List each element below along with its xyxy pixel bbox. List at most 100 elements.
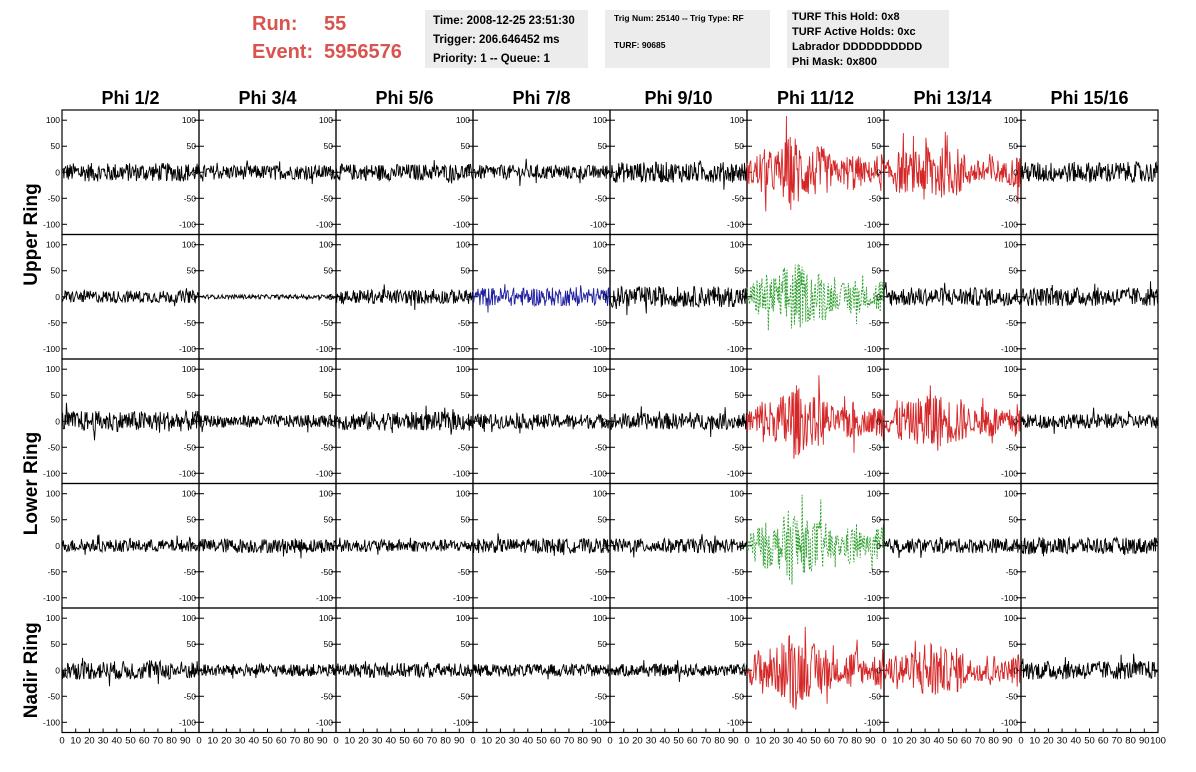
x-tick-label: 90	[728, 736, 739, 747]
y-tick-label: 50	[598, 141, 608, 151]
y-tick-label: 100	[730, 115, 744, 125]
y-tick-label: 0	[1013, 167, 1018, 177]
y-tick-label: -50	[458, 193, 471, 203]
y-tick-label: 100	[593, 489, 607, 499]
waveform-trace	[472, 533, 611, 556]
y-tick-label: -100	[43, 717, 60, 727]
y-tick-label: -50	[732, 567, 745, 577]
ring-label: Lower Ring	[21, 432, 42, 535]
y-tick-label: 0	[55, 416, 60, 426]
y-tick-label: 0	[602, 167, 607, 177]
waveform-trace	[472, 663, 611, 680]
turf-text: TURF: 90685	[614, 40, 666, 50]
x-tick-label: 60	[276, 736, 287, 747]
y-tick-label: 0	[191, 541, 196, 551]
x-tick-label: 70	[975, 736, 986, 747]
y-tick-label: -50	[732, 193, 745, 203]
y-tick-label: 50	[461, 390, 471, 400]
waveform-trace	[883, 282, 1022, 307]
y-tick-label: 0	[876, 541, 881, 551]
y-tick-label: 100	[730, 364, 744, 374]
y-tick-label: 100	[867, 489, 881, 499]
y-tick-label: 50	[872, 141, 882, 151]
y-tick-label: -50	[48, 442, 61, 452]
y-tick-label: -50	[595, 193, 608, 203]
y-tick-label: -50	[184, 442, 197, 452]
y-tick-label: 0	[739, 292, 744, 302]
y-tick-label: -100	[43, 344, 60, 354]
column-title: Phi 11/12	[777, 88, 854, 108]
x-tick-label: 80	[166, 736, 177, 747]
x-tick-label: 80	[851, 736, 862, 747]
x-tick-label: 80	[1125, 736, 1136, 747]
x-tick-label: 30	[646, 736, 657, 747]
y-tick-label: 100	[867, 613, 881, 623]
y-tick-label: -100	[1001, 593, 1018, 603]
y-tick-label: 0	[191, 167, 196, 177]
turf-hold-text: TURF This Hold: 0x8	[792, 11, 900, 23]
y-tick-label: 100	[730, 240, 744, 250]
waveform-trace	[335, 284, 474, 311]
y-tick-label: 0	[328, 292, 333, 302]
y-tick-label: -50	[48, 193, 61, 203]
waveform-trace	[883, 537, 1022, 559]
waveform-trace	[336, 537, 474, 555]
y-tick-label: -100	[316, 344, 333, 354]
x-tick-label: 10	[755, 736, 766, 747]
labrador-text: Labrador DDDDDDDDDD	[792, 41, 923, 53]
y-tick-label: -50	[595, 567, 608, 577]
waveform-trace	[335, 661, 474, 679]
x-tick-label: 10	[618, 736, 629, 747]
y-tick-label: -100	[864, 593, 881, 603]
y-tick-label: 100	[319, 489, 333, 499]
event-label: Event:	[252, 41, 314, 63]
y-tick-label: 0	[191, 416, 196, 426]
y-tick-label: -100	[43, 219, 60, 229]
y-tick-label: -100	[727, 593, 744, 603]
y-tick-label: -100	[1001, 468, 1018, 478]
y-tick-label: 50	[51, 515, 61, 525]
x-tick-label: 90	[591, 736, 602, 747]
y-tick-label: 0	[876, 292, 881, 302]
x-tick-label: 80	[303, 736, 314, 747]
y-tick-label: -50	[48, 567, 61, 577]
x-tick-label: 20	[358, 736, 369, 747]
x-tick-label: 0	[1018, 736, 1023, 747]
x-tick-label: 40	[386, 736, 397, 747]
y-tick-label: -50	[1006, 691, 1019, 701]
y-tick-label: 50	[187, 515, 197, 525]
y-tick-label: 50	[461, 515, 471, 525]
y-tick-label: 100	[456, 115, 470, 125]
x-tick-label: 50	[810, 736, 821, 747]
phi-mask-text: Phi Mask: 0x800	[792, 56, 877, 68]
x-tick-label: 60	[139, 736, 150, 747]
y-tick-label: 100	[730, 489, 744, 499]
y-tick-label: 50	[735, 141, 745, 151]
y-tick-label: -100	[453, 344, 470, 354]
x-tick-label: 10	[70, 736, 81, 747]
x-tick-label: 0	[744, 736, 749, 747]
panel-frame	[335, 233, 474, 360]
y-tick-label: 100	[593, 240, 607, 250]
y-tick-label: -50	[1006, 567, 1019, 577]
waveform-trace	[198, 662, 337, 679]
y-tick-label: 0	[328, 541, 333, 551]
turf-info-box: TURF This Hold: 0x8 TURF Active Holds: 0…	[787, 10, 949, 68]
x-tick-label: 70	[838, 736, 849, 747]
y-tick-label: -100	[43, 593, 60, 603]
y-tick-label: 0	[876, 665, 881, 675]
x-tick-label: 90	[1002, 736, 1013, 747]
y-tick-label: 100	[182, 364, 196, 374]
y-tick-label: 0	[739, 416, 744, 426]
y-tick-label: -100	[316, 468, 333, 478]
x-tick-label: 70	[290, 736, 301, 747]
y-tick-label: -50	[1006, 318, 1019, 328]
waveform-trace	[746, 375, 885, 459]
y-tick-label: 100	[182, 489, 196, 499]
x-tick-label: 80	[577, 736, 588, 747]
x-tick-label: 40	[797, 736, 808, 747]
waveform-trace	[198, 414, 337, 433]
column-title: Phi 5/6	[375, 88, 433, 108]
y-tick-label: 50	[1009, 390, 1019, 400]
y-tick-label: -100	[316, 717, 333, 727]
